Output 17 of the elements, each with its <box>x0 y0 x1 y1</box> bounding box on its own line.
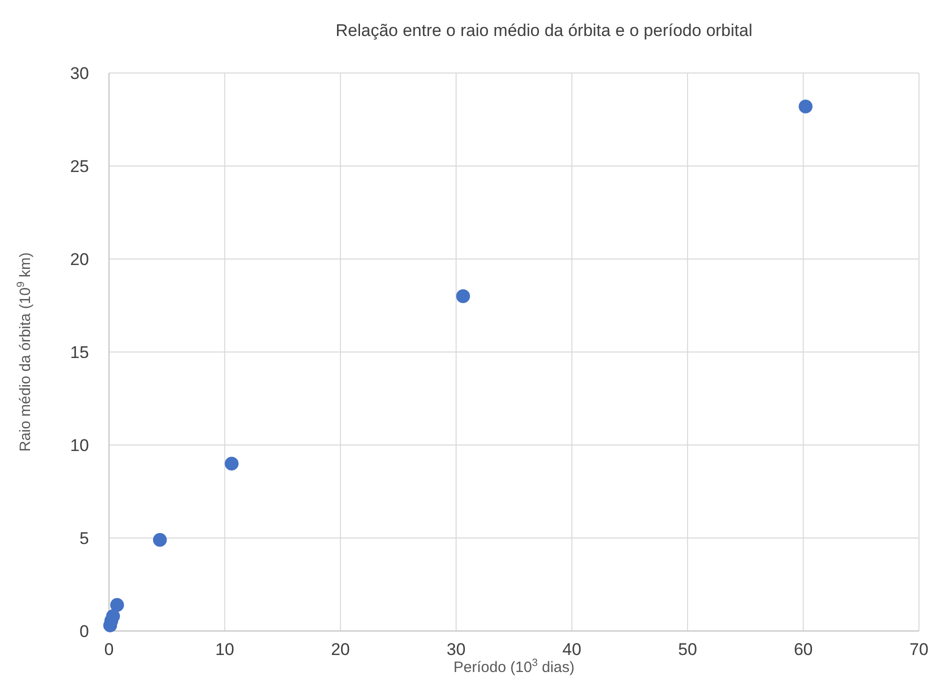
x-tick-label: 20 <box>330 640 350 659</box>
x-tick-label: 70 <box>910 640 928 659</box>
x-tick-label: 0 <box>104 640 114 659</box>
x-axis-title: Período (10$^{3}$ dias) <box>454 657 574 676</box>
x-tick-label: 30 <box>446 640 466 659</box>
y-tick-label: 15 <box>70 343 89 362</box>
chart-title: Relação entre o raio médio da órbita e o período orbital <box>336 21 752 40</box>
x-tick-label: 60 <box>794 640 813 659</box>
x-tick-label: 50 <box>678 640 698 659</box>
y-tick-label: 5 <box>80 529 89 548</box>
x-tick-label: 40 <box>562 640 582 659</box>
y-tick-label: 30 <box>70 64 89 83</box>
y-tick-label: 10 <box>70 436 89 455</box>
y-tick-label: 0 <box>80 622 89 641</box>
x-tick-label: 10 <box>215 640 234 659</box>
y-tick-label: 25 <box>70 157 89 176</box>
y-tick-label: 20 <box>70 250 89 269</box>
